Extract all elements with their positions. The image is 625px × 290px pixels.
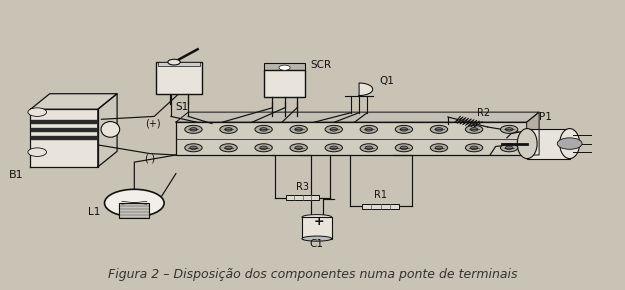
Circle shape [28, 108, 46, 116]
Circle shape [466, 125, 482, 133]
Circle shape [501, 144, 518, 152]
Circle shape [260, 146, 268, 149]
Bar [158, 62, 200, 66]
Circle shape [360, 144, 378, 152]
Ellipse shape [101, 122, 119, 137]
Circle shape [395, 125, 412, 133]
Polygon shape [31, 109, 98, 167]
Polygon shape [98, 94, 117, 167]
Bar [264, 64, 305, 71]
Circle shape [325, 144, 342, 152]
Text: SCR: SCR [311, 60, 332, 70]
Polygon shape [359, 83, 372, 95]
Circle shape [295, 146, 302, 149]
Circle shape [330, 128, 338, 131]
Circle shape [506, 146, 513, 149]
Circle shape [330, 146, 338, 149]
Text: Figura 2 – Disposição dos componentes numa ponte de terminais: Figura 2 – Disposição dos componentes nu… [107, 268, 517, 281]
Circle shape [471, 146, 478, 149]
Ellipse shape [168, 59, 180, 65]
Text: (-): (-) [144, 153, 155, 163]
FancyBboxPatch shape [286, 195, 319, 200]
Circle shape [260, 128, 268, 131]
Text: B1: B1 [9, 170, 23, 180]
Circle shape [400, 128, 408, 131]
Bar [176, 122, 527, 155]
Bar [31, 120, 97, 123]
Circle shape [360, 125, 378, 133]
Circle shape [400, 146, 408, 149]
Circle shape [295, 128, 302, 131]
Circle shape [558, 138, 582, 149]
Circle shape [365, 128, 372, 131]
Bar [31, 128, 97, 131]
Ellipse shape [560, 128, 579, 159]
Text: C1: C1 [310, 239, 324, 249]
Bar [119, 203, 149, 218]
Circle shape [435, 146, 442, 149]
Circle shape [430, 125, 447, 133]
Circle shape [104, 189, 164, 217]
Ellipse shape [302, 215, 332, 220]
Bar [31, 136, 97, 139]
Circle shape [225, 146, 232, 149]
Circle shape [435, 128, 442, 131]
Polygon shape [31, 94, 117, 109]
Text: Q1: Q1 [379, 76, 394, 86]
Text: R3: R3 [296, 182, 309, 192]
Circle shape [220, 144, 238, 152]
Circle shape [395, 144, 412, 152]
Circle shape [325, 125, 342, 133]
Circle shape [279, 65, 290, 70]
Circle shape [466, 144, 482, 152]
Text: (+): (+) [145, 118, 161, 128]
Circle shape [220, 125, 238, 133]
Ellipse shape [302, 236, 332, 241]
Circle shape [365, 146, 372, 149]
Text: +: + [314, 215, 324, 228]
Circle shape [290, 144, 308, 152]
Circle shape [255, 144, 272, 152]
Polygon shape [176, 112, 539, 122]
Circle shape [185, 144, 202, 152]
Circle shape [190, 146, 197, 149]
Text: S1: S1 [176, 102, 189, 112]
Circle shape [471, 128, 478, 131]
Circle shape [506, 128, 513, 131]
FancyBboxPatch shape [362, 204, 399, 209]
Circle shape [28, 148, 46, 156]
Bar [527, 128, 569, 159]
Text: R1: R1 [374, 190, 388, 200]
Circle shape [255, 125, 272, 133]
Circle shape [501, 125, 518, 133]
Circle shape [225, 128, 232, 131]
Polygon shape [527, 112, 539, 155]
Ellipse shape [518, 128, 537, 159]
Circle shape [290, 125, 308, 133]
Text: L1: L1 [88, 207, 100, 217]
Bar [264, 70, 305, 97]
Circle shape [430, 144, 447, 152]
Bar [302, 217, 332, 239]
Text: P1: P1 [539, 112, 552, 122]
Circle shape [190, 128, 197, 131]
Circle shape [185, 125, 202, 133]
Bar [156, 62, 202, 94]
Text: R2: R2 [477, 108, 490, 118]
